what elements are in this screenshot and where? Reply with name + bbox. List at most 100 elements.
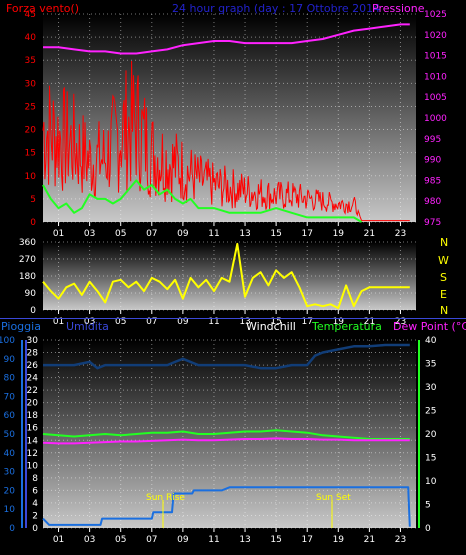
x-tick-label: 15 (270, 229, 281, 239)
y-tick-label: 16 (27, 424, 39, 434)
temp-series (42, 343, 411, 527)
y-tick-label: 25 (425, 407, 436, 417)
rain-axis: 0 10 20 30 40 50 60 70 80 90 100 (0, 336, 23, 534)
y-tick-label: 10 (27, 461, 39, 471)
y-tick-label: 10 (425, 477, 437, 487)
temperature-line (42, 429, 410, 440)
y-tick-label: 2 (32, 511, 38, 521)
x-tick-label: 03 (84, 535, 95, 545)
y-tick-label: 22 (27, 386, 38, 396)
wind-plot-area (43, 14, 416, 222)
humidity-label: Umidita (66, 320, 109, 333)
y-tick-label: 20 (27, 399, 39, 409)
y-tick-label: 270 (19, 255, 36, 265)
wind-right-axis: 975 980 985 990 995 1000 1005 1010 1015 1020 1025 (424, 10, 447, 228)
y-tick-label: 995 (424, 135, 441, 145)
x-tick-label: 13 (239, 229, 250, 239)
x-tick-label: 01 (53, 535, 64, 545)
y-tick-label: 60 (4, 411, 16, 421)
x-tick-label: 03 (84, 229, 95, 239)
x-tick-label: 13 (239, 535, 250, 545)
compass-s: S (440, 271, 447, 284)
x-tick-label: 17 (301, 535, 312, 545)
wind-pressure-chart: Forza vento() 24 hour graph (day : 17 Ot… (6, 2, 447, 239)
y-tick-label: 24 (27, 374, 39, 384)
x-tick-label: 03 (84, 317, 95, 327)
x-tick-label: 05 (115, 535, 126, 545)
direction-series (42, 242, 410, 310)
x-tick-label: 05 (115, 317, 126, 327)
x-tick-label: 17 (301, 317, 312, 327)
wind-grid (43, 13, 416, 223)
x-tick-label: 15 (270, 317, 281, 327)
y-tick-label: 35 (425, 360, 436, 370)
direction-left-axis: 0 90 180 270 360 (19, 238, 36, 316)
x-tick-label: 07 (146, 229, 157, 239)
y-tick-label: 12 (27, 449, 38, 459)
x-tick-label: 19 (333, 535, 345, 545)
rain-line (42, 486, 411, 527)
pressure-label: Pressione (372, 2, 425, 15)
y-tick-label: 4 (32, 499, 38, 509)
temp-axis: 0 5 10 15 20 25 30 35 40 (418, 336, 437, 534)
x-tick-label: 19 (333, 317, 345, 327)
wind-average-line (42, 179, 363, 223)
humidity-line (43, 343, 410, 370)
direction-x-axis: 01 03 05 07 09 11 13 15 17 19 21 23 (53, 310, 406, 327)
y-tick-label: 360 (19, 238, 36, 248)
x-tick-label: 15 (270, 535, 281, 545)
y-tick-label: 26 (27, 361, 39, 371)
y-tick-label: 15 (425, 454, 436, 464)
y-tick-label: 5 (425, 501, 431, 511)
y-tick-label: 8 (32, 474, 38, 484)
temp-humidity-chart: Pioggia Umidita Windchill Temperatura De… (0, 318, 466, 545)
y-tick-label: 40 (4, 449, 16, 459)
x-tick-label: 11 (208, 535, 219, 545)
separator-line (0, 318, 466, 319)
x-tick-label: 23 (395, 229, 406, 239)
wind-gust-line (42, 60, 410, 222)
y-tick-label: 30 (25, 79, 37, 89)
wind-speed-label: Forza vento() (6, 2, 79, 15)
y-tick-label: 10 (4, 505, 16, 515)
y-tick-label: 30 (4, 468, 16, 478)
x-tick-label: 23 (395, 535, 406, 545)
y-tick-label: 90 (25, 289, 37, 299)
temp-x-axis: 01 03 05 07 09 11 13 15 17 19 21 23 (53, 528, 406, 545)
y-tick-label: 100 (0, 336, 15, 346)
y-tick-label: 20 (425, 430, 437, 440)
y-tick-label: 1010 (424, 72, 447, 82)
y-tick-label: 1000 (424, 114, 447, 124)
x-tick-label: 11 (208, 317, 219, 327)
y-tick-label: 35 (25, 56, 36, 66)
wind-series (42, 23, 410, 223)
x-tick-label: 21 (364, 229, 375, 239)
y-tick-label: 25 (25, 102, 36, 112)
dewpoint-line (42, 437, 410, 445)
x-tick-label: 07 (146, 317, 157, 327)
y-tick-label: 0 (32, 524, 38, 534)
y-tick-label: 70 (4, 392, 16, 402)
wind-direction-line (42, 242, 410, 310)
y-tick-label: 975 (424, 218, 441, 228)
x-tick-label: 11 (208, 229, 219, 239)
windchill-label: Windchill (246, 320, 296, 333)
y-tick-label: 5 (30, 195, 36, 205)
y-tick-label: 990 (424, 156, 441, 166)
x-tick-label: 23 (395, 317, 406, 327)
y-tick-label: 28 (27, 349, 39, 359)
y-tick-label: 0 (30, 218, 36, 228)
y-tick-label: 50 (4, 430, 16, 440)
y-tick-label: 0 (30, 306, 36, 316)
x-tick-label: 09 (177, 317, 189, 327)
pressure-line (43, 23, 410, 55)
x-tick-label: 09 (177, 229, 189, 239)
sun-rise-label: Sun Rise (146, 493, 185, 503)
y-tick-label: 980 (424, 197, 441, 207)
y-tick-label: 6 (32, 486, 38, 496)
temp-grid (43, 339, 416, 529)
y-tick-label: 45 (25, 10, 36, 20)
compass-n-top: N (440, 236, 448, 249)
